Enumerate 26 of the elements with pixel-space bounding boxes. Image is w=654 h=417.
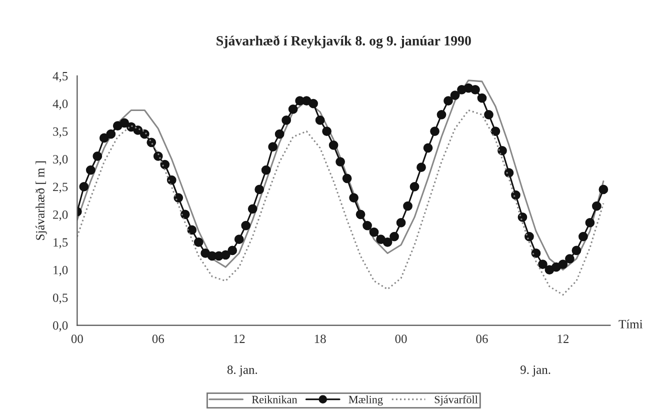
legend-label: Mæling xyxy=(348,395,383,406)
y-tick-label: 3,0 xyxy=(53,155,68,166)
y-tick-label: 2,0 xyxy=(53,210,68,221)
text: 9. jan. xyxy=(520,366,550,376)
line-series xyxy=(77,109,604,296)
y-tick-label: 0,5 xyxy=(52,294,68,304)
x-axis-title: Tími xyxy=(618,320,643,328)
legend-label: Reiknikan xyxy=(252,395,298,404)
y-tick-label: 3,5 xyxy=(53,127,68,138)
x-tick-label: 06 xyxy=(152,334,164,344)
x-tick-label: 06 xyxy=(476,334,488,344)
text: 8. jan. xyxy=(227,366,258,376)
y-axis-title: Sjávarhæð [ m ] xyxy=(35,161,47,240)
x-tick-label: 12 xyxy=(234,334,245,343)
y-tick-label: 4,0 xyxy=(52,100,68,110)
x-tick-label: 00 xyxy=(395,334,407,344)
y-tick-label: 2,5 xyxy=(53,182,68,193)
y-tick-label: 0,0 xyxy=(52,321,68,332)
x-tick-label: 12 xyxy=(558,334,569,343)
legend-label: Sjávarföll xyxy=(434,395,478,406)
chart-title: Sjávarhæð í Reykjavík 8. og 9. janúar 1990 xyxy=(216,35,471,48)
y-tick-label: 4,5 xyxy=(52,72,68,82)
y-tick-label: 1,5 xyxy=(54,238,68,248)
x-tick-label: 18 xyxy=(314,334,326,344)
x-tick-label: 00 xyxy=(71,334,83,344)
y-tick-label: 1,0 xyxy=(54,266,68,276)
